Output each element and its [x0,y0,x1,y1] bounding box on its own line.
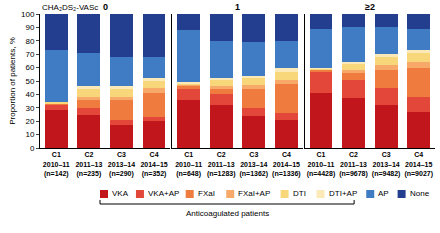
svg-text:C32013–14(n=1362): C32013–14(n=1362) [239,151,268,177]
svg-text:80: 80 [25,37,34,46]
svg-text:C22011–13(n=235): C22011–13(n=235) [75,151,102,177]
svg-text:20: 20 [25,117,34,126]
svg-text:0: 0 [30,144,35,153]
svg-text:C42014–15(n=9027): C42014–15(n=9027) [404,151,433,177]
svg-text:Anticoagulated patients: Anticoagulated patients [186,209,269,218]
svg-text:AP: AP [378,189,389,198]
svg-text:≥2: ≥2 [365,2,375,12]
svg-text:C42014–15(n=1336): C42014–15(n=1336) [272,151,301,177]
svg-text:Proportion of patients, %: Proportion of patients, % [8,37,17,125]
svg-text:1: 1 [235,2,240,12]
svg-text:CHA₂DS₂-VASc: CHA₂DS₂-VASc [42,3,98,12]
svg-text:C12010–11(n=142): C12010–11(n=142) [43,151,70,177]
svg-text:C22011–13(n=9678): C22011–13(n=9678) [339,151,368,177]
svg-text:C22011–13(n=1283): C22011–13(n=1283) [207,151,236,177]
svg-text:C12010–11(n=648): C12010–11(n=648) [175,151,202,177]
svg-text:40: 40 [25,90,34,99]
svg-text:None: None [410,189,430,198]
svg-text:30: 30 [25,104,34,113]
svg-text:100: 100 [21,10,35,19]
svg-text:C32013–14(n=290): C32013–14(n=290) [108,151,135,177]
svg-text:DTI+AP: DTI+AP [329,189,357,198]
svg-text:0: 0 [103,2,108,12]
svg-text:C32013–14(n=9482): C32013–14(n=9482) [372,151,401,177]
svg-text:10: 10 [25,130,34,139]
svg-text:VKA+AP: VKA+AP [148,189,179,198]
svg-text:FXaI+AP: FXaI+AP [238,189,270,198]
svg-text:VKA: VKA [112,189,129,198]
svg-text:FXaI: FXaI [198,189,215,198]
svg-text:50: 50 [25,77,34,86]
svg-text:C12010–11(n=4428): C12010–11(n=4428) [307,151,336,177]
svg-text:90: 90 [25,23,34,32]
svg-text:C42014–15(n=352): C42014–15(n=352) [140,151,167,177]
svg-text:70: 70 [25,50,34,59]
svg-text:60: 60 [25,63,34,72]
svg-text:DTI: DTI [293,189,306,198]
